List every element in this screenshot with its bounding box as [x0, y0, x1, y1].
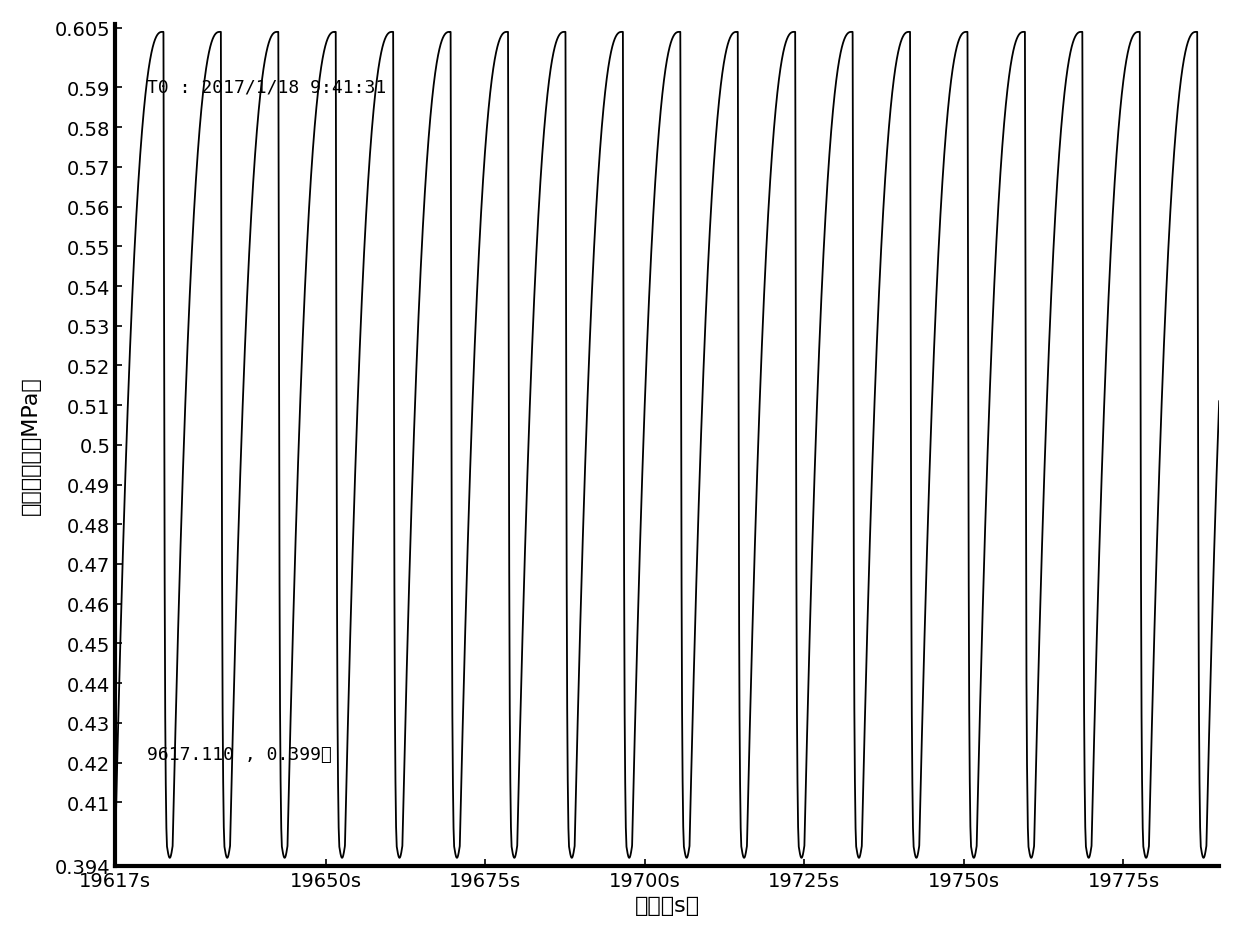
- Text: T0 : 2017/1/18 9:41:31: T0 : 2017/1/18 9:41:31: [148, 79, 387, 96]
- Text: 9617.110 , 0.399）: 9617.110 , 0.399）: [148, 745, 332, 763]
- X-axis label: 时间（s）: 时间（s）: [635, 895, 699, 915]
- Y-axis label: 承压腔压力（MPa）: 承压腔压力（MPa）: [21, 376, 41, 515]
